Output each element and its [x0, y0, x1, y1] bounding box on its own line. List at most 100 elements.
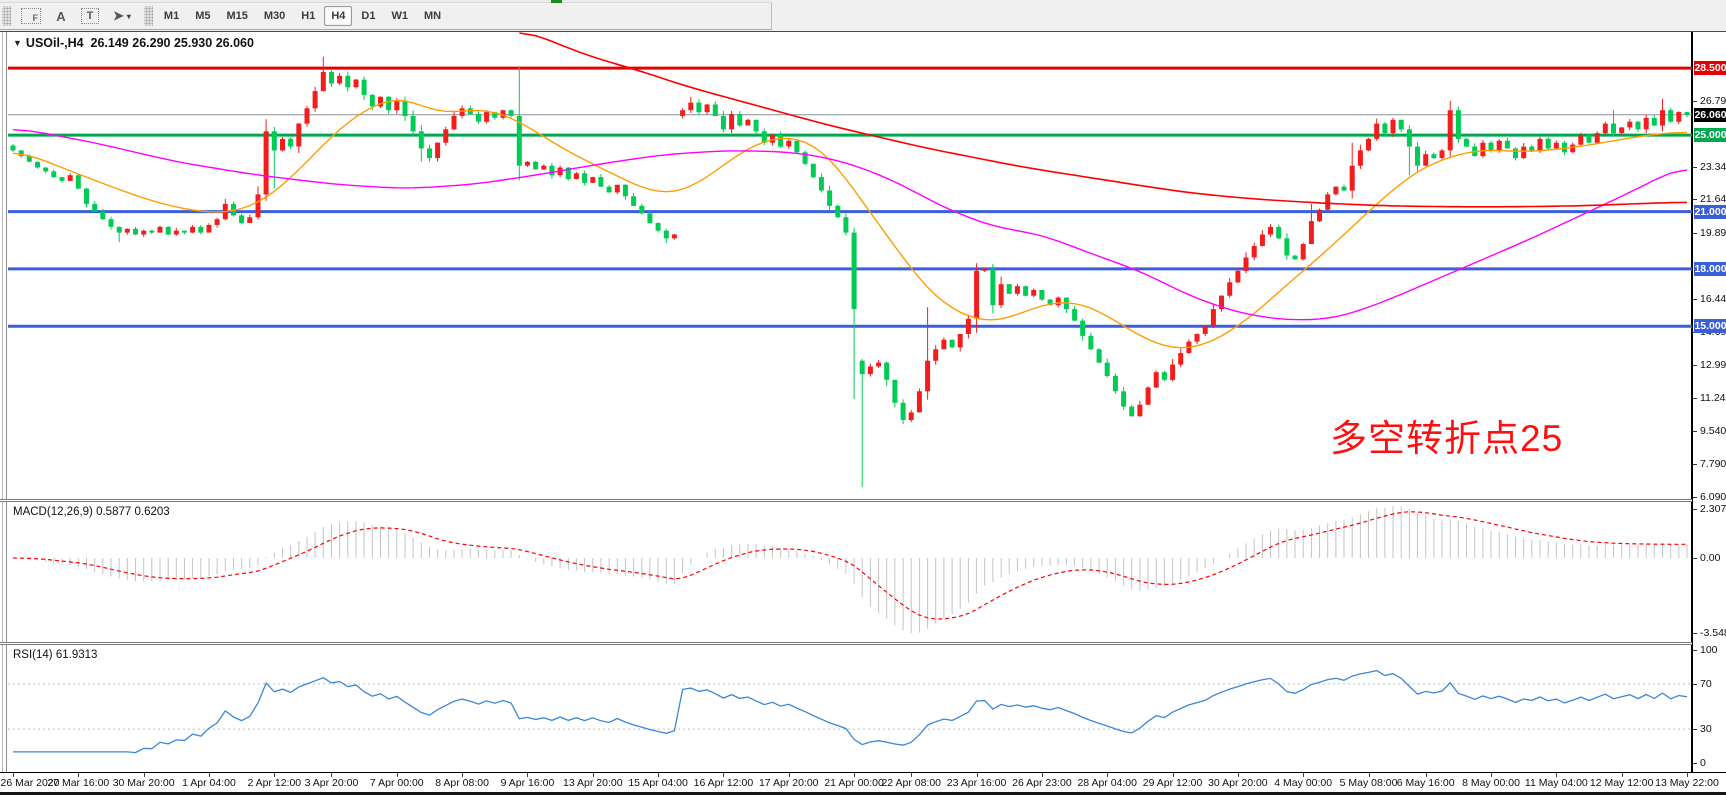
time-label-8: 9 Apr 16:00 — [500, 777, 555, 789]
fibo-grid-icon[interactable]: F — [15, 5, 47, 27]
time-label-24: 11 May 04:00 — [1524, 777, 1588, 789]
arrow-tools-icon[interactable]: ➤ ▾ — [113, 8, 131, 23]
rsi-plot[interactable] — [8, 645, 1692, 772]
chart-title[interactable]: ▼ USOil-,H4 26.149 26.290 25.930 26.060 — [13, 36, 254, 50]
clipped-green-widget — [551, 0, 562, 3]
ohlc-close: 26.060 — [215, 36, 254, 50]
price-label-15.000: 15.000 — [1694, 319, 1726, 334]
time-tick-mark — [274, 773, 276, 777]
timeframe-toolbar-grip[interactable] — [143, 6, 153, 26]
time-label-14: 22 Apr 08:00 — [881, 777, 942, 789]
time-label-18: 29 Apr 12:00 — [1142, 777, 1203, 789]
time-tick-mark — [1556, 773, 1558, 777]
time-label-11: 16 Apr 12:00 — [693, 777, 754, 789]
timeframe-button-w1[interactable]: W1 — [391, 10, 408, 22]
time-label-0: 26 Mar 2020 — [0, 777, 60, 789]
time-label-9: 13 Apr 20:00 — [562, 777, 623, 789]
macd-tick-2.3072: 2.3072 — [1700, 503, 1726, 516]
macd-plot[interactable] — [8, 502, 1692, 642]
time-axis[interactable]: 26 Mar 2020 27 Mar 16:00 30 Mar 20:00 1 Apr… — [0, 772, 1726, 792]
time-label-5: 3 Apr 20:00 — [304, 777, 359, 789]
time-label-12: 17 Apr 20:00 — [758, 777, 819, 789]
time-tick-mark — [976, 773, 978, 777]
pane-separator[interactable] — [0, 499, 1726, 502]
time-tick-mark — [208, 773, 210, 777]
timeframe-button-m1[interactable]: M1 — [163, 10, 180, 22]
rsi-line — [13, 669, 1688, 754]
time-label-4: 2 Apr 12:00 — [247, 777, 302, 789]
price-tick-9.540-mark — [1693, 430, 1697, 432]
macd-value-signal: 0.6203 — [134, 506, 170, 518]
price-label-18.000: 18.000 — [1694, 261, 1726, 276]
rsi-tick-0-mark — [1693, 763, 1697, 764]
timeframe-button-d1[interactable]: D1 — [361, 10, 376, 22]
price-tick-6.090: 6.090 — [1700, 490, 1726, 503]
pane-separator[interactable] — [0, 642, 1726, 645]
time-label-25: 12 May 12:00 — [1589, 777, 1654, 789]
time-label-22: 6 May 16:00 — [1396, 777, 1455, 789]
timeframe-button-m30[interactable]: M30 — [263, 10, 286, 22]
time-tick-mark — [462, 773, 464, 777]
timeframe-button-mn[interactable]: MN — [423, 10, 442, 22]
time-tick-mark — [911, 773, 913, 777]
price-label-26.060: 26.060 — [1694, 107, 1726, 122]
time-tick-mark — [592, 773, 594, 777]
time-label-16: 26 Apr 23:00 — [1012, 777, 1072, 789]
rsi-pane[interactable]: RSI(14) 61.9313 — [8, 645, 1692, 772]
rsi-label: RSI(14) 61.9313 — [13, 649, 98, 661]
ohlc-high: 26.290 — [132, 36, 171, 50]
time-tick-mark — [658, 773, 660, 777]
macd-label: MACD(12,26,9) 0.5877 0.6203 — [13, 506, 170, 518]
rsi-tick-100-mark — [1693, 649, 1697, 651]
timeframe-button-m5[interactable]: M5 — [195, 10, 211, 22]
time-tick-mark — [527, 773, 529, 777]
text-box-icon[interactable]: T — [75, 5, 105, 27]
time-label-19: 30 Apr 20:00 — [1208, 777, 1268, 789]
time-label-7: 8 Apr 08:00 — [435, 777, 489, 789]
fast-ma-line[interactable] — [12, 99, 1688, 349]
price-tick-6.090-mark — [1693, 496, 1697, 498]
chart-window: ▼ USOil-,H4 26.149 26.290 25.930 26.060 多… — [0, 31, 1726, 795]
candlestick-chart[interactable] — [8, 32, 1692, 499]
window-left-edge — [0, 32, 7, 795]
ohlc-open: 26.149 — [90, 36, 129, 50]
price-axis[interactable]: 26.79023.34021.64019.89016.44014.69012.9… — [1692, 32, 1726, 772]
price-tick-12.990-mark — [1693, 364, 1697, 366]
time-tick-mark — [723, 773, 725, 777]
text-label-icon[interactable]: A — [56, 8, 66, 24]
macd-tick--3.5484: -3.5484 — [1700, 627, 1726, 640]
time-label-23: 8 May 00:00 — [1462, 777, 1520, 789]
mid-ma-line[interactable] — [12, 129, 1688, 321]
price-tick-11.240: 11.240 — [1700, 392, 1726, 405]
price-tick-9.540: 9.540 — [1700, 424, 1726, 437]
main-chart-pane[interactable]: ▼ USOil-,H4 26.149 26.290 25.930 26.060 多… — [8, 32, 1692, 499]
slow-ma-line[interactable] — [519, 32, 1688, 208]
dropdown-caret-icon[interactable]: ▾ — [126, 11, 131, 21]
price-tick-19.890-mark — [1693, 232, 1697, 234]
time-tick-mark — [1041, 773, 1043, 777]
collapse-triangle-icon[interactable]: ▼ — [13, 38, 22, 48]
ohlc-low: 25.930 — [173, 36, 213, 50]
time-label-2: 30 Mar 20:00 — [112, 777, 175, 789]
price-tick-23.340: 23.340 — [1700, 160, 1726, 173]
macd-value-main: 0.5877 — [96, 506, 132, 518]
timeframe-button-m15[interactable]: M15 — [226, 10, 248, 22]
macd-pane[interactable]: MACD(12,26,9) 0.5877 0.6203 — [8, 502, 1692, 642]
time-label-3: 1 Apr 04:00 — [182, 777, 236, 789]
symbol-period: USOil-,H4 — [25, 36, 84, 50]
chart-text-annotation[interactable]: 多空转折点25 — [1330, 418, 1564, 459]
time-tick-mark — [1491, 773, 1493, 777]
price-tick-23.340-mark — [1693, 166, 1697, 168]
timeframe-button-h4[interactable]: H4 — [324, 6, 353, 26]
timeframe-button-h1[interactable]: H1 — [301, 10, 316, 22]
price-tick-11.240-mark — [1693, 398, 1697, 400]
macd-tick-2.3072-mark — [1693, 509, 1697, 511]
rsi-tick-70-mark — [1693, 683, 1697, 685]
time-label-20: 4 May 00:00 — [1274, 777, 1333, 789]
time-tick-mark — [1237, 773, 1239, 777]
macd-signal-line — [12, 511, 1687, 620]
time-label-6: 7 Apr 00:00 — [369, 777, 424, 789]
toolbar-drag-grip[interactable] — [2, 6, 11, 26]
time-label-15: 23 Apr 16:00 — [946, 777, 1007, 789]
price-tick-26.790-mark — [1693, 100, 1697, 102]
